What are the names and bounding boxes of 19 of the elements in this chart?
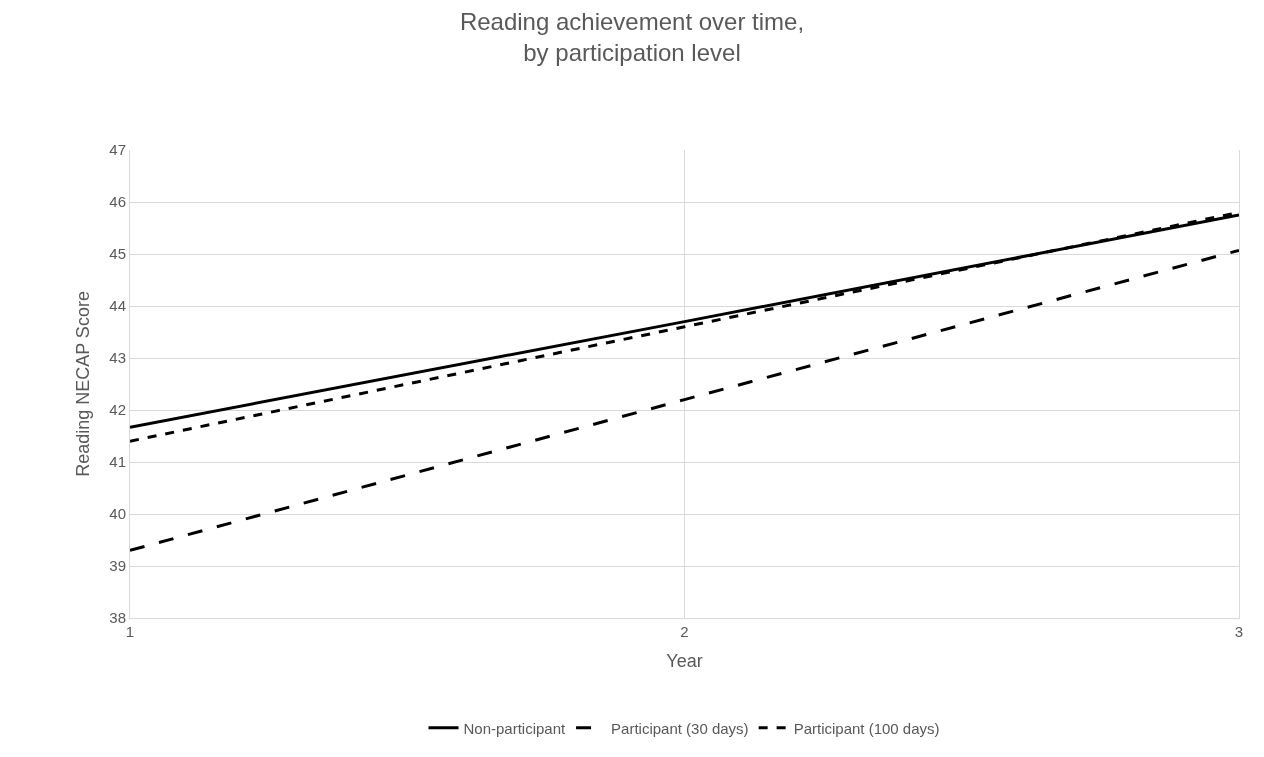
x-tick-label: 2 <box>680 623 689 640</box>
y-tick-label: 41 <box>109 453 126 471</box>
x-axis-title: Year <box>666 651 703 672</box>
y-axis-title: Reading NECAP Score <box>72 291 93 477</box>
y-tick-label: 45 <box>109 245 126 263</box>
y-tick-label: 43 <box>109 349 126 367</box>
x-tick-label: 1 <box>125 623 135 640</box>
chart-title: Reading achievement over time, by participation level <box>459 8 805 67</box>
y-tick-label: 38 <box>109 609 126 627</box>
y-tick-label: 44 <box>109 297 126 315</box>
y-tick-label: 46 <box>109 193 126 211</box>
y-tick-label: 42 <box>109 401 126 419</box>
legend-label: Participant (100 days) <box>793 719 940 737</box>
y-tick-label: 47 <box>109 141 126 159</box>
legend-label: Non-participant <box>463 719 567 737</box>
y-tick-label: 39 <box>109 557 126 575</box>
y-tick-label: 40 <box>109 505 126 523</box>
x-tick-label: 3 <box>1234 623 1244 640</box>
legend-label: Participant (30 days) <box>611 719 749 737</box>
